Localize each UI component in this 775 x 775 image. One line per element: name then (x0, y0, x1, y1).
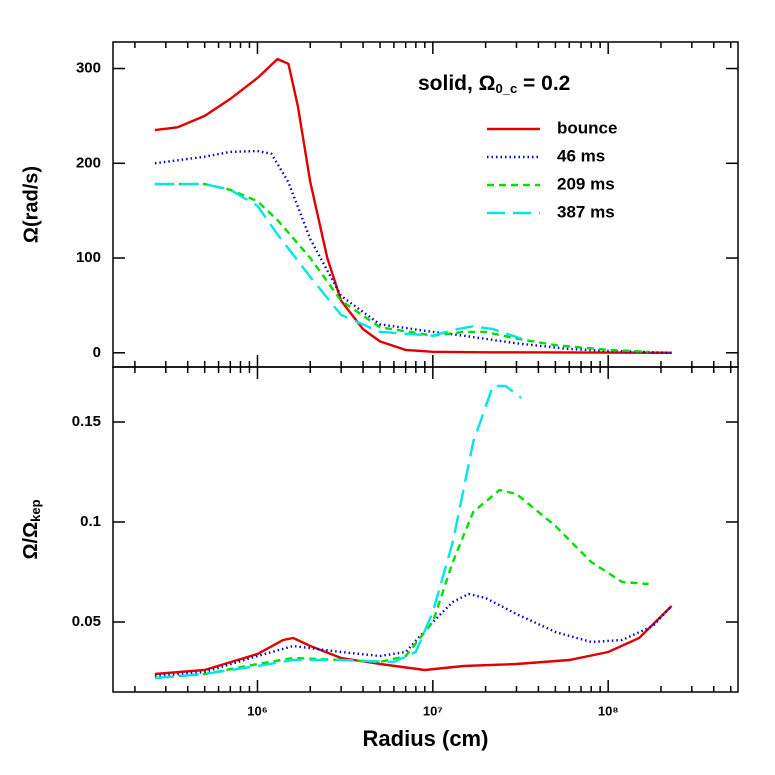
x-tick-label: 10⁷ (423, 703, 443, 718)
annotation: solid, Ω0_c = 0.2 (418, 72, 570, 97)
legend-label: 387 ms (557, 202, 615, 221)
annotation-text: = 0.2 (517, 72, 570, 95)
y-tick-label: 0.15 (72, 413, 101, 430)
series-line (154, 592, 673, 678)
x-axis-label: Radius (cm) (363, 726, 489, 751)
y-tick-label: 100 (76, 249, 101, 266)
legend-label: 46 ms (557, 146, 605, 165)
annotation-text: solid, Ω (418, 72, 496, 95)
y-tick-label: 200 (76, 154, 101, 171)
y-tick-label: 0.05 (72, 613, 101, 630)
series-line (154, 182, 649, 353)
legend-label: 209 ms (557, 174, 615, 193)
series-line (154, 57, 672, 354)
y-axis-label-sub: kep (28, 499, 43, 521)
legend-label: bounce (557, 118, 617, 137)
series-line (154, 605, 673, 676)
series-line (154, 182, 522, 340)
series-line (154, 384, 523, 680)
x-tick-label: 10⁶ (247, 703, 267, 718)
y-tick-label: 0 (93, 344, 101, 361)
y-tick-label: 0.1 (80, 513, 101, 530)
y-axis-label: Ω(rad/s) (20, 166, 42, 243)
y-tick-label: 300 (76, 59, 101, 76)
y-axis-label-main: Ω/Ω (20, 522, 42, 560)
plot-frame (112, 366, 739, 693)
annotation-sub: 0_c (496, 81, 518, 96)
series-line (154, 488, 649, 680)
x-tick-label: 10⁸ (598, 703, 619, 718)
y-axis-label: Ω/Ωkep (20, 499, 43, 559)
